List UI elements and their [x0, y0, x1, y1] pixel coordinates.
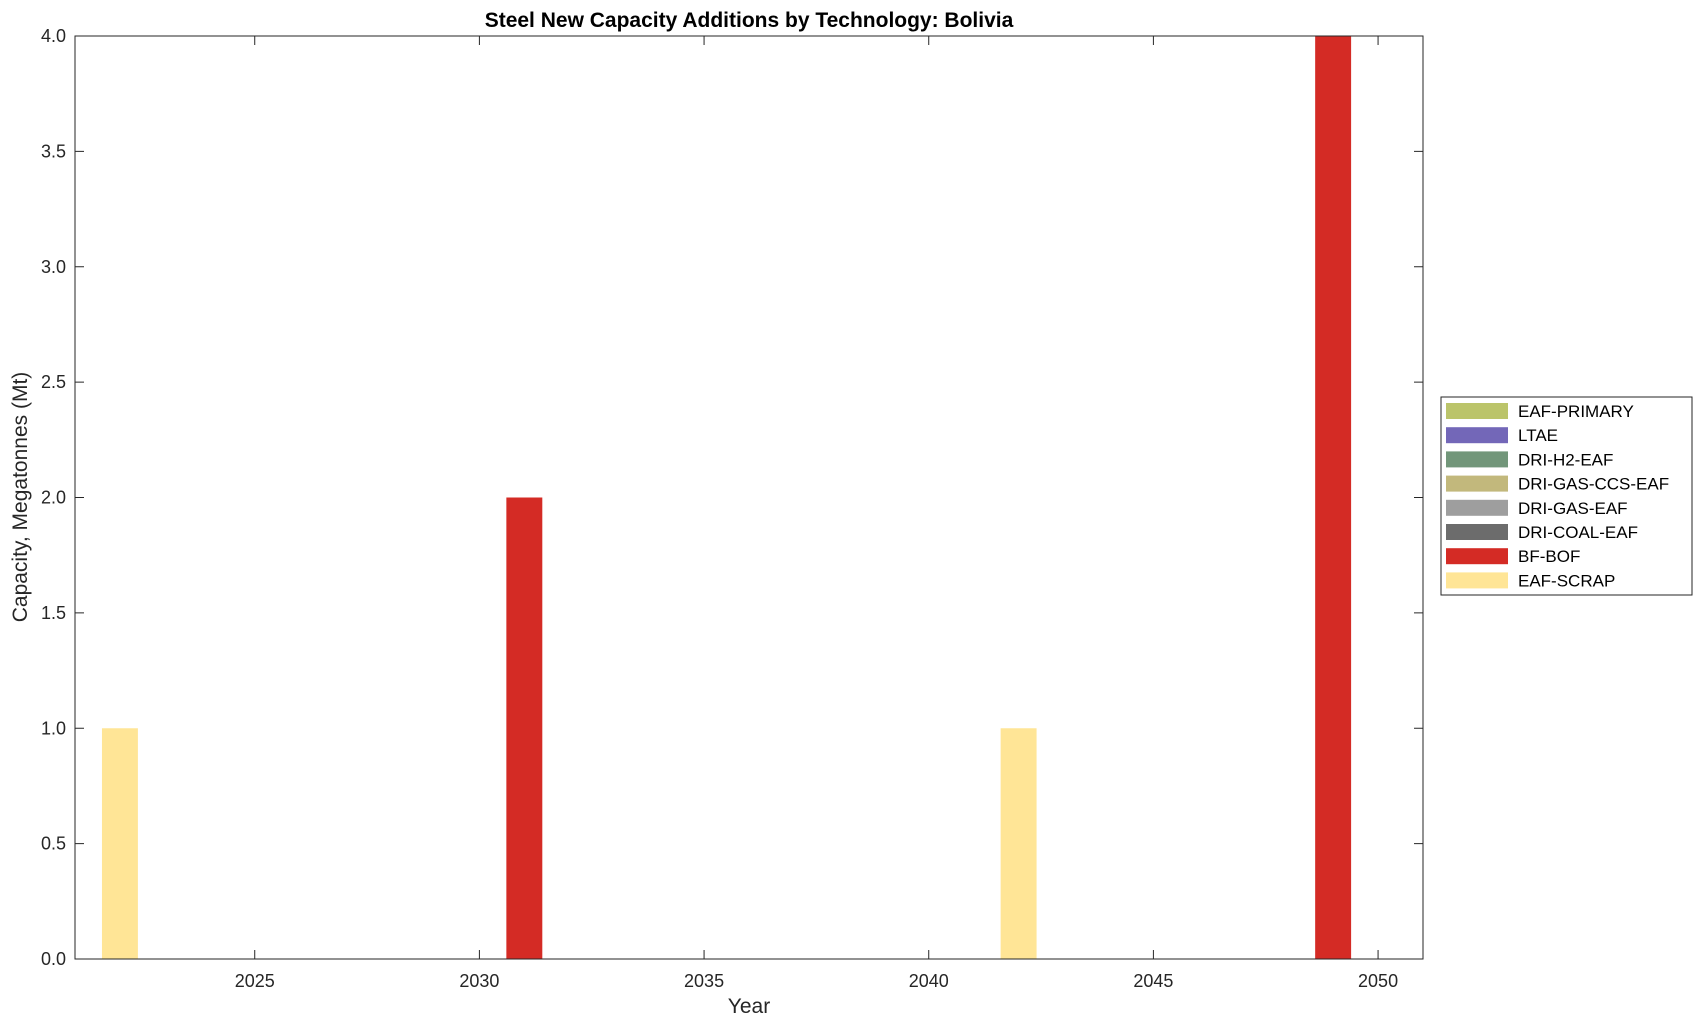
- legend-swatch-dri-gas-eaf: [1446, 499, 1508, 516]
- y-tick-label: 1.0: [41, 718, 66, 738]
- y-tick-label: 3.5: [41, 141, 66, 161]
- plot-frame: [74, 35, 1424, 960]
- y-tick-label: 2.0: [41, 488, 66, 508]
- legend-swatch-ltae: [1446, 427, 1508, 444]
- y-axis-label: Capacity, Megatonnes (Mt): [9, 372, 32, 623]
- legend-label-bf-bof: BF-BOF: [1518, 547, 1580, 566]
- x-tick-label: 2040: [909, 971, 949, 991]
- legend: EAF-PRIMARY LTAE DRI-H2-EAF DRI-GAS-CCS-EAF…: [1440, 396, 1693, 596]
- legend-label-ltae: LTAE: [1518, 426, 1558, 445]
- x-tick-label: 2030: [459, 971, 499, 991]
- y-tick-label: 4.0: [41, 26, 66, 46]
- y-tick-label: 3.0: [41, 257, 66, 277]
- legend-label-dri-coal-eaf: DRI-COAL-EAF: [1518, 523, 1638, 542]
- legend-swatch-eaf-scrap: [1446, 572, 1508, 589]
- legend-label-eaf-scrap: EAF-SCRAP: [1518, 571, 1615, 590]
- ticks-layer: 2025 2030 2035 2040 2045 2050 0.0 0.5 1.0 1.5 2.0 2…: [41, 26, 1423, 991]
- y-tick-label: 0.0: [41, 949, 66, 969]
- bar-eaf-scrap-2042: [1000, 728, 1037, 959]
- bar-bf-bof-2049: [1315, 36, 1352, 959]
- legend-swatch-dri-h2-eaf: [1446, 451, 1508, 468]
- bar-bf-bof-2031: [506, 497, 543, 959]
- y-tick-label: 0.5: [41, 834, 66, 854]
- legend-swatch-eaf-primary: [1446, 403, 1508, 419]
- plot-area: [75, 36, 1423, 959]
- legend-label-dri-gas-eaf: DRI-GAS-EAF: [1518, 499, 1628, 518]
- legend-label-dri-gas-ccs-eaf: DRI-GAS-CCS-EAF: [1518, 475, 1669, 494]
- x-axis-label: Year: [728, 995, 770, 1018]
- x-tick-label: 2035: [684, 971, 724, 991]
- legend-swatch-dri-gas-ccs-eaf: [1446, 475, 1508, 492]
- legend-swatch-bf-bof: [1446, 548, 1508, 565]
- y-tick-label: 1.5: [41, 603, 66, 623]
- y-tick-label: 2.5: [41, 372, 66, 392]
- x-tick-label: 2045: [1133, 971, 1173, 991]
- x-tick-label: 2050: [1358, 971, 1398, 991]
- bar-eaf-scrap-2022: [101, 728, 138, 959]
- legend-label-dri-h2-eaf: DRI-H2-EAF: [1518, 450, 1613, 469]
- bars-layer: [101, 36, 1352, 959]
- x-tick-label: 2025: [235, 971, 275, 991]
- legend-label-eaf-primary: EAF-PRIMARY: [1518, 402, 1634, 421]
- chart-title: Steel New Capacity Additions by Technolo…: [485, 9, 1014, 32]
- legend-swatch-dri-coal-eaf: [1446, 524, 1508, 540]
